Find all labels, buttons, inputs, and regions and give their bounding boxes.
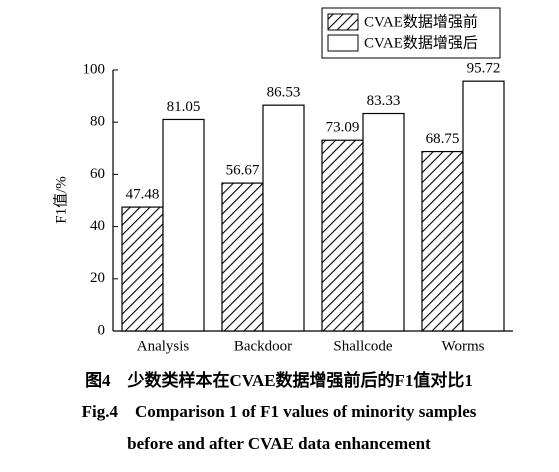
bar (362, 112, 405, 332)
legend-swatch (327, 13, 359, 31)
legend-label: CVAE数据增强后 (364, 34, 478, 51)
bar (162, 118, 205, 332)
data-label: 68.75 (426, 131, 460, 147)
data-label: 83.33 (367, 93, 401, 109)
data-label: 95.72 (467, 61, 501, 77)
bar (462, 80, 505, 332)
y-tick-label: 80 (90, 114, 105, 130)
legend-label: CVAE数据增强前 (364, 13, 478, 30)
bar (221, 182, 264, 332)
y-tick-label: 40 (90, 218, 105, 234)
y-tick-label: 0 (98, 322, 106, 338)
caption: Fig.4 Comparison 1 of F1 values of minor… (82, 402, 477, 421)
y-tick-label: 60 (90, 166, 105, 182)
data-label: 86.53 (267, 85, 301, 101)
x-tick-label: Worms (442, 338, 485, 354)
bar (121, 206, 164, 332)
data-label: 73.09 (326, 120, 360, 136)
bar (262, 104, 305, 332)
y-tick-label: 20 (90, 270, 105, 286)
bar (421, 150, 464, 332)
data-label: 81.05 (167, 99, 201, 115)
caption: before and after CVAE data enhancement (127, 434, 431, 453)
x-tick-label: Shallcode (333, 338, 392, 354)
data-label: 56.67 (226, 163, 260, 179)
data-label: 47.48 (126, 187, 160, 203)
legend-swatch (327, 34, 359, 52)
y-axis-label: F1值/% (52, 176, 69, 224)
x-tick-label: Analysis (137, 338, 190, 354)
bar (321, 139, 364, 332)
y-tick-label: 100 (83, 61, 106, 77)
x-tick-label: Backdoor (234, 338, 292, 354)
caption: 图4 少数类样本在CVAE数据增强前后的F1值对比1 (85, 370, 473, 390)
